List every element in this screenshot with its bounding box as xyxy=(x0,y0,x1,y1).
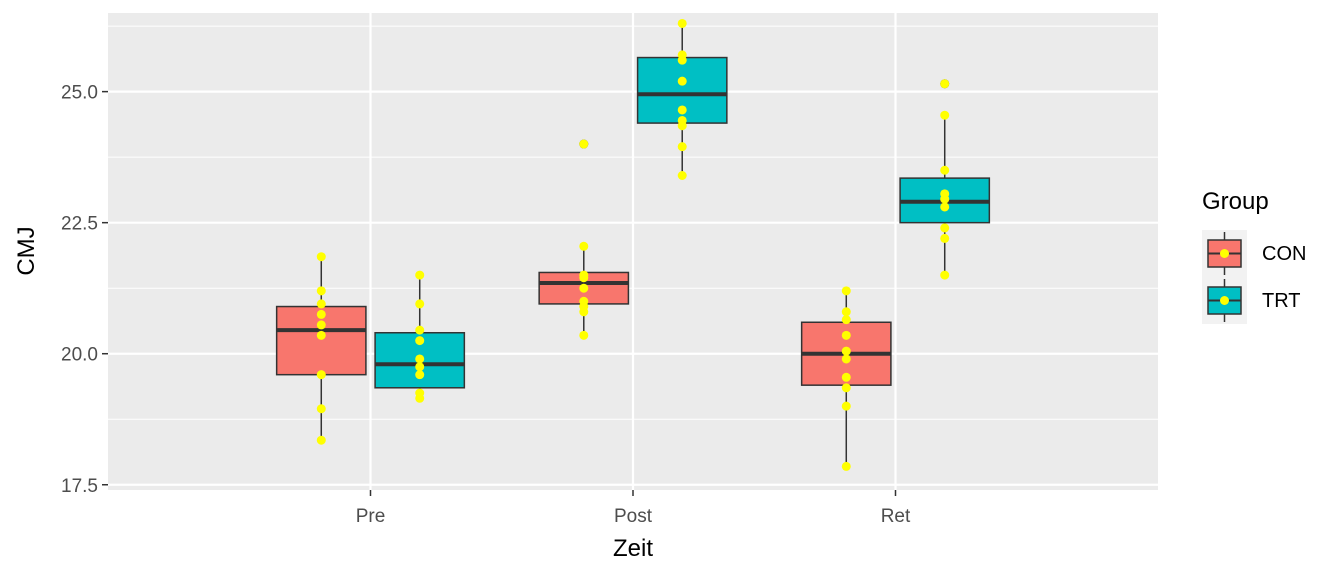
data-point xyxy=(316,320,326,330)
data-point xyxy=(841,286,851,296)
y-tick-label: 17.5 xyxy=(61,476,98,497)
legend-label: CON xyxy=(1262,243,1306,265)
box-con-post xyxy=(538,139,630,340)
box-con-ret xyxy=(800,286,892,471)
data-point xyxy=(415,325,425,335)
data-point xyxy=(579,241,589,251)
data-point xyxy=(841,383,851,393)
y-tick-label: 25.0 xyxy=(61,83,98,104)
data-point xyxy=(677,121,687,131)
y-tick-label: 22.5 xyxy=(61,214,98,235)
legend-key-point xyxy=(1220,249,1229,258)
y-axis: 17.5 20.0 22.5 25.0 xyxy=(61,83,108,497)
data-point xyxy=(316,252,326,262)
legend-label: TRT xyxy=(1262,290,1301,312)
data-point xyxy=(316,309,326,319)
data-point xyxy=(316,330,326,340)
box-con-pre xyxy=(275,252,367,445)
data-point xyxy=(940,194,950,204)
data-point xyxy=(579,330,589,340)
data-point xyxy=(316,370,326,380)
x-tick-label: Pre xyxy=(356,506,386,527)
data-point xyxy=(841,401,851,411)
data-point xyxy=(940,79,950,89)
legend: Group CON TRT xyxy=(1202,188,1306,324)
data-point xyxy=(415,393,425,403)
data-point xyxy=(579,283,589,293)
data-point xyxy=(677,76,687,86)
data-point xyxy=(579,139,589,149)
data-point xyxy=(841,330,851,340)
data-point xyxy=(677,105,687,115)
data-point xyxy=(677,55,687,65)
data-point xyxy=(841,461,851,471)
data-point xyxy=(415,354,425,364)
data-point xyxy=(677,142,687,152)
data-point xyxy=(316,286,326,296)
data-point xyxy=(316,435,326,445)
y-axis-title: CMJ xyxy=(13,226,40,275)
data-point xyxy=(841,372,851,382)
data-point xyxy=(415,299,425,309)
y-tick-label: 20.0 xyxy=(61,345,98,366)
data-point xyxy=(940,110,950,120)
box-trt-post xyxy=(636,18,728,180)
data-point xyxy=(579,307,589,317)
data-point xyxy=(316,404,326,414)
data-point xyxy=(940,165,950,175)
box-trt-ret xyxy=(899,79,991,280)
data-point xyxy=(841,315,851,325)
legend-title: Group xyxy=(1202,188,1269,215)
legend-key-trt: TRT xyxy=(1202,277,1301,324)
data-point xyxy=(677,170,687,180)
x-axis-title: Zeit xyxy=(613,535,653,562)
data-point xyxy=(940,233,950,243)
data-point xyxy=(415,362,425,372)
legend-key-con: CON xyxy=(1202,230,1306,277)
data-point xyxy=(316,299,326,309)
legend-key-point xyxy=(1220,296,1229,305)
data-point xyxy=(940,223,950,233)
data-point xyxy=(415,370,425,380)
x-tick-label: Post xyxy=(614,506,653,527)
data-point xyxy=(940,202,950,212)
box-trt-pre xyxy=(374,270,466,403)
data-point xyxy=(579,273,589,283)
data-point xyxy=(841,354,851,364)
x-tick-label: Ret xyxy=(881,506,911,527)
boxes xyxy=(275,18,991,471)
data-point xyxy=(841,346,851,356)
data-point xyxy=(841,307,851,317)
x-axis: Pre Post Ret xyxy=(356,490,911,527)
data-point xyxy=(940,270,950,280)
data-point xyxy=(415,336,425,346)
data-point xyxy=(415,270,425,280)
data-point xyxy=(677,18,687,28)
